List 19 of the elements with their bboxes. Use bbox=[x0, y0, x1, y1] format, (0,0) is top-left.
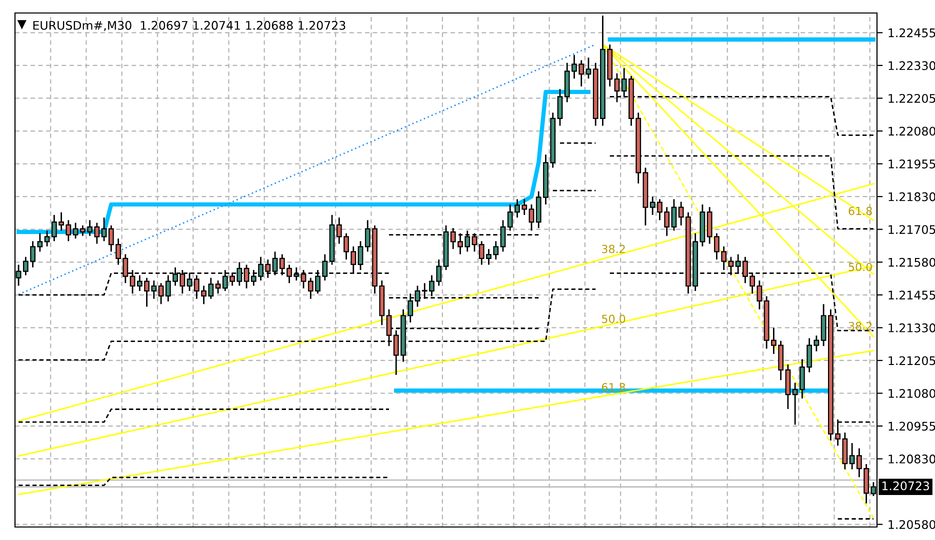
annotation: 50.0 bbox=[602, 314, 626, 324]
annotation: 38.2 bbox=[602, 244, 625, 254]
y-tick-label: 1.21330 bbox=[888, 323, 935, 332]
y-tick-label: 1.20955 bbox=[888, 422, 935, 431]
y-tick-label: 1.21080 bbox=[888, 388, 935, 398]
y-tick-label: 1.22330 bbox=[888, 61, 935, 70]
y-tick-label: 1.21830 bbox=[888, 192, 935, 202]
y-tick-label: 1.20830 bbox=[888, 454, 935, 464]
y-tick-label: 1.22080 bbox=[888, 126, 935, 136]
ref-line-label: 1.20723 bbox=[882, 481, 930, 490]
y-tick-label: 1.21580 bbox=[888, 258, 935, 267]
y-tick-label: 1.21705 bbox=[888, 225, 935, 234]
y-tick-label: 1.22205 bbox=[888, 94, 935, 103]
y-tick-label: 1.21205 bbox=[888, 356, 935, 366]
y-tick-label: 1.21455 bbox=[888, 290, 935, 300]
y-tick-label: 1.22455 bbox=[888, 28, 935, 38]
text: EURUSDm#,M30 1.20697 1.20741 1.20688 1.20723 bbox=[33, 20, 346, 32]
y-tick-label: 1.20580 bbox=[888, 520, 935, 530]
y-tick-label: 1.21955 bbox=[888, 160, 935, 168]
